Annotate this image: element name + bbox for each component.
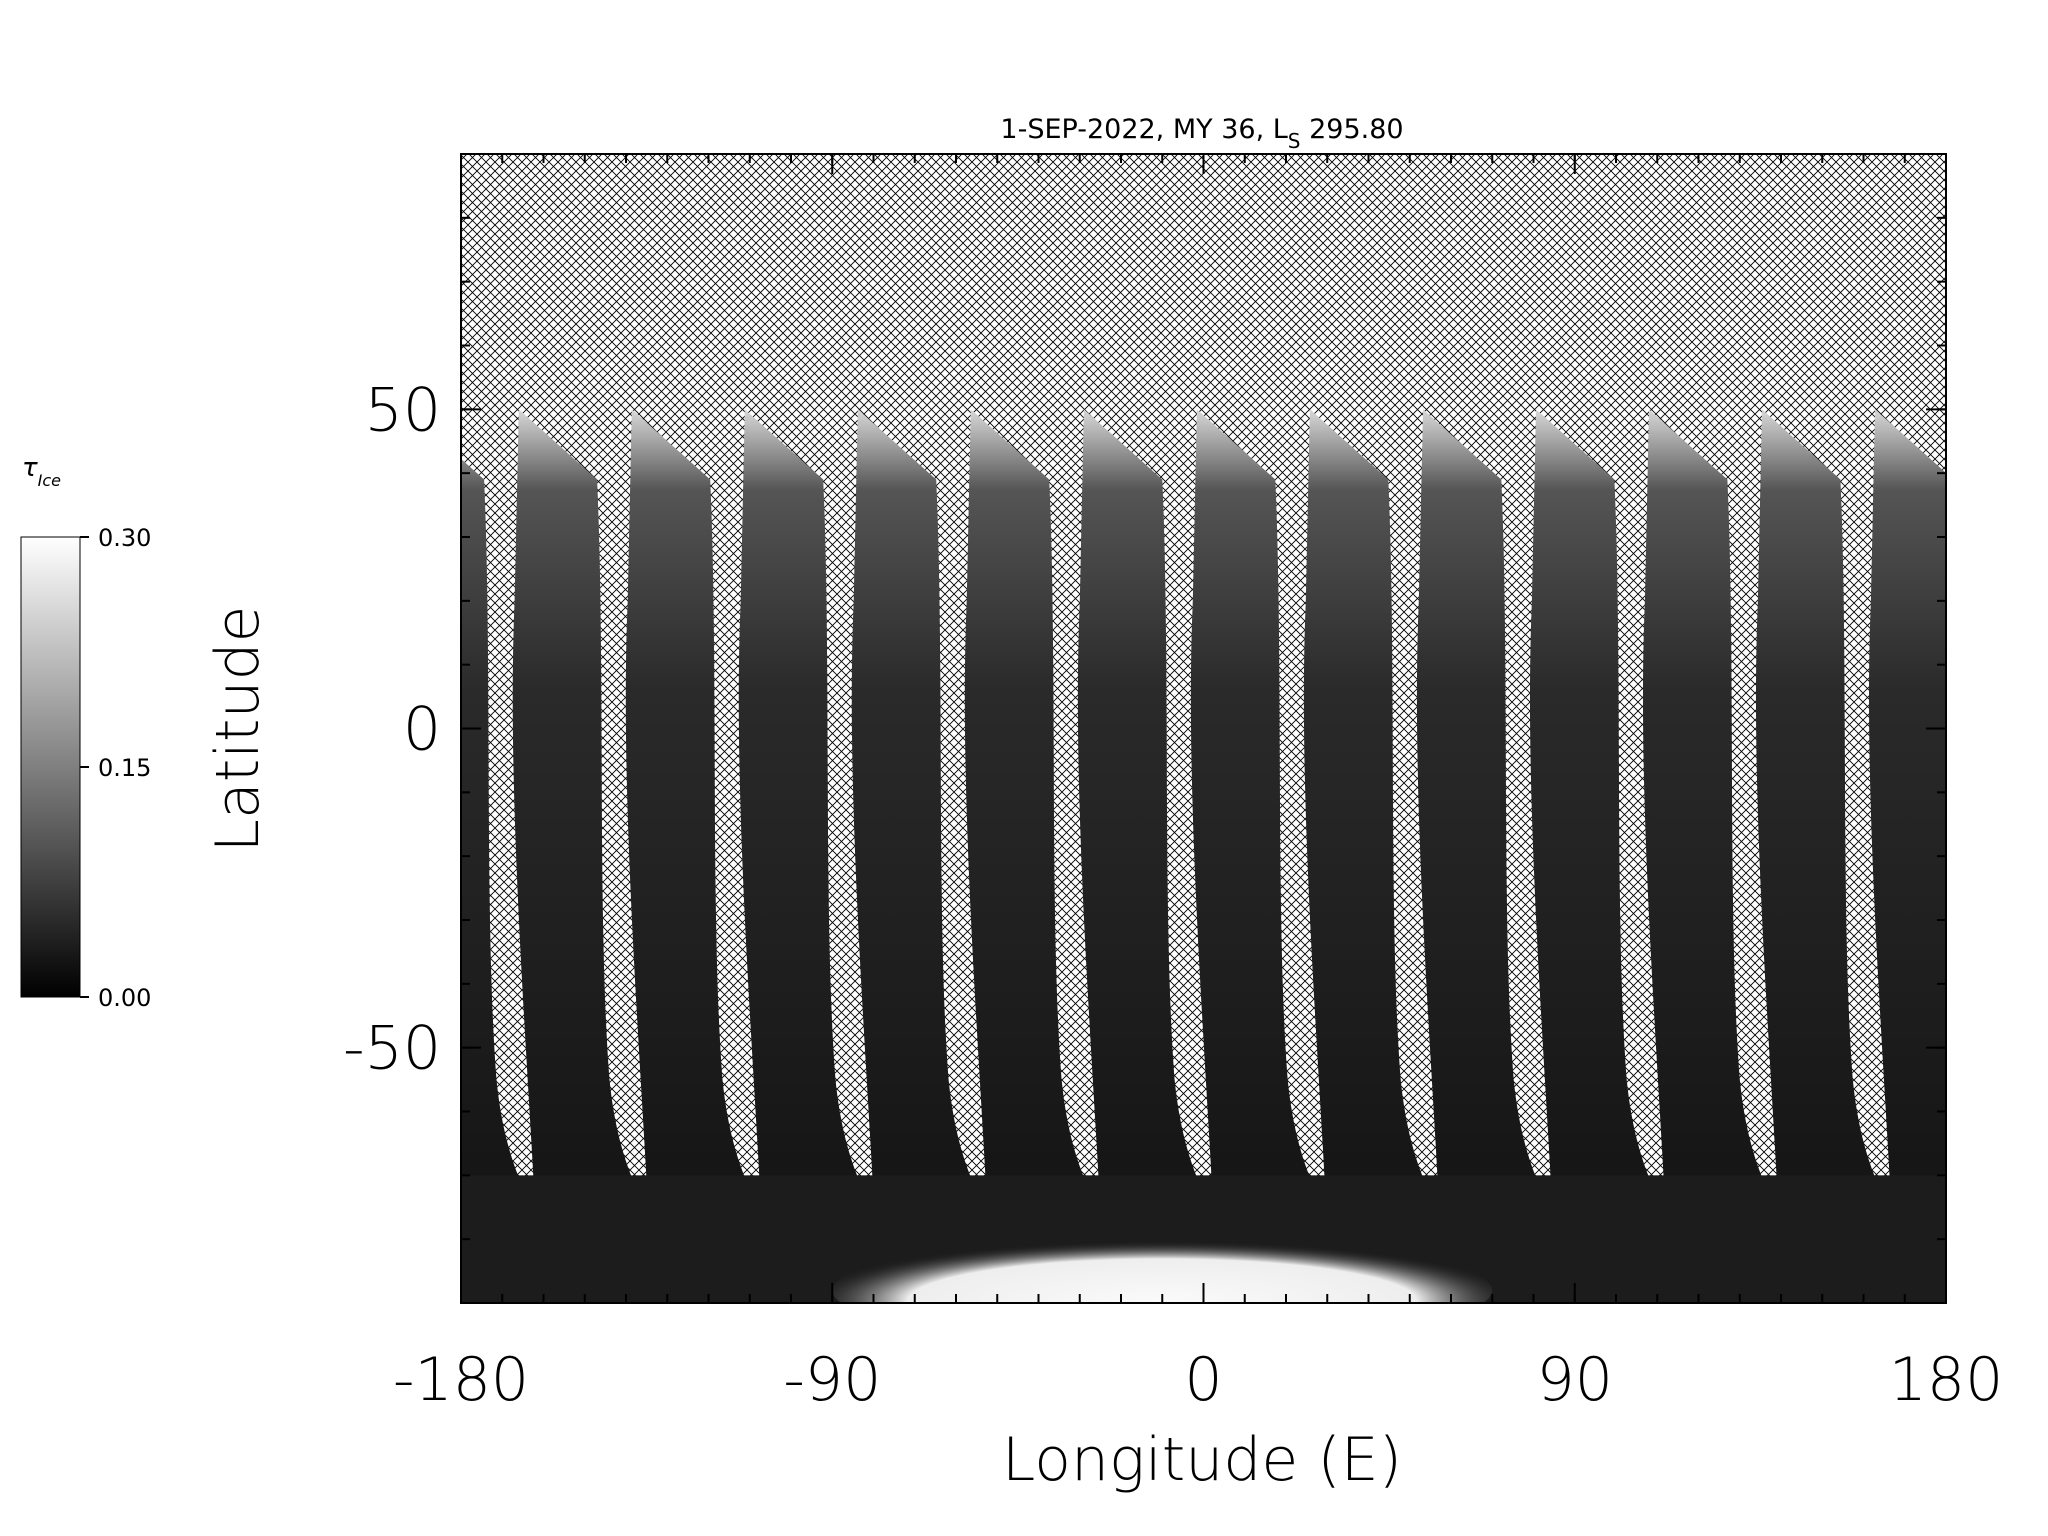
polar-cap xyxy=(832,1235,1493,1303)
colorbar-symbol: τ xyxy=(22,453,38,483)
x-axis-label: Longitude (E) xyxy=(1002,1425,1402,1495)
title-subscript: S xyxy=(1288,129,1301,153)
title-value: 295.80 xyxy=(1301,114,1404,145)
swath xyxy=(851,409,990,1214)
title-text: 1-SEP-2022, MY 36, L xyxy=(1000,114,1287,145)
swath xyxy=(1416,409,1555,1214)
colorbar-tick-label: 0.00 xyxy=(98,984,151,1012)
swath xyxy=(1190,409,1329,1214)
swath xyxy=(625,409,764,1214)
x-tick-label: -90 xyxy=(783,1345,881,1415)
x-tick-label: -180 xyxy=(393,1345,529,1415)
colorbar xyxy=(20,536,81,998)
swath xyxy=(1077,409,1216,1214)
swath xyxy=(1869,409,1946,1214)
map-image xyxy=(461,154,2048,1303)
x-tick-label: 180 xyxy=(1889,1345,2004,1415)
y-tick-label: -50 xyxy=(343,1014,441,1084)
x-tick-label: 90 xyxy=(1537,1345,1613,1415)
swath xyxy=(1529,409,1668,1214)
colorbar-tick-label: 0.15 xyxy=(98,754,151,782)
plot-area xyxy=(460,153,2048,1304)
swath xyxy=(1303,409,1442,1214)
x-tick-label: 0 xyxy=(1184,1345,1222,1415)
swath xyxy=(964,409,1103,1214)
swath xyxy=(1755,409,1894,1214)
y-axis-label: Latitude xyxy=(203,606,273,853)
colorbar-label: τIce xyxy=(22,453,61,490)
y-tick-label: 0 xyxy=(403,695,441,765)
swath xyxy=(461,458,538,1214)
swath xyxy=(1982,409,2048,1213)
colorbar-tick-label: 0.30 xyxy=(98,524,151,552)
swath xyxy=(512,409,651,1214)
swath xyxy=(1642,409,1781,1214)
swath xyxy=(738,409,877,1214)
colorbar-subscript: Ice xyxy=(38,471,62,490)
chart-title: 1-SEP-2022, MY 36, LS 295.80 xyxy=(1000,114,1403,153)
y-tick-label: 50 xyxy=(365,375,441,445)
